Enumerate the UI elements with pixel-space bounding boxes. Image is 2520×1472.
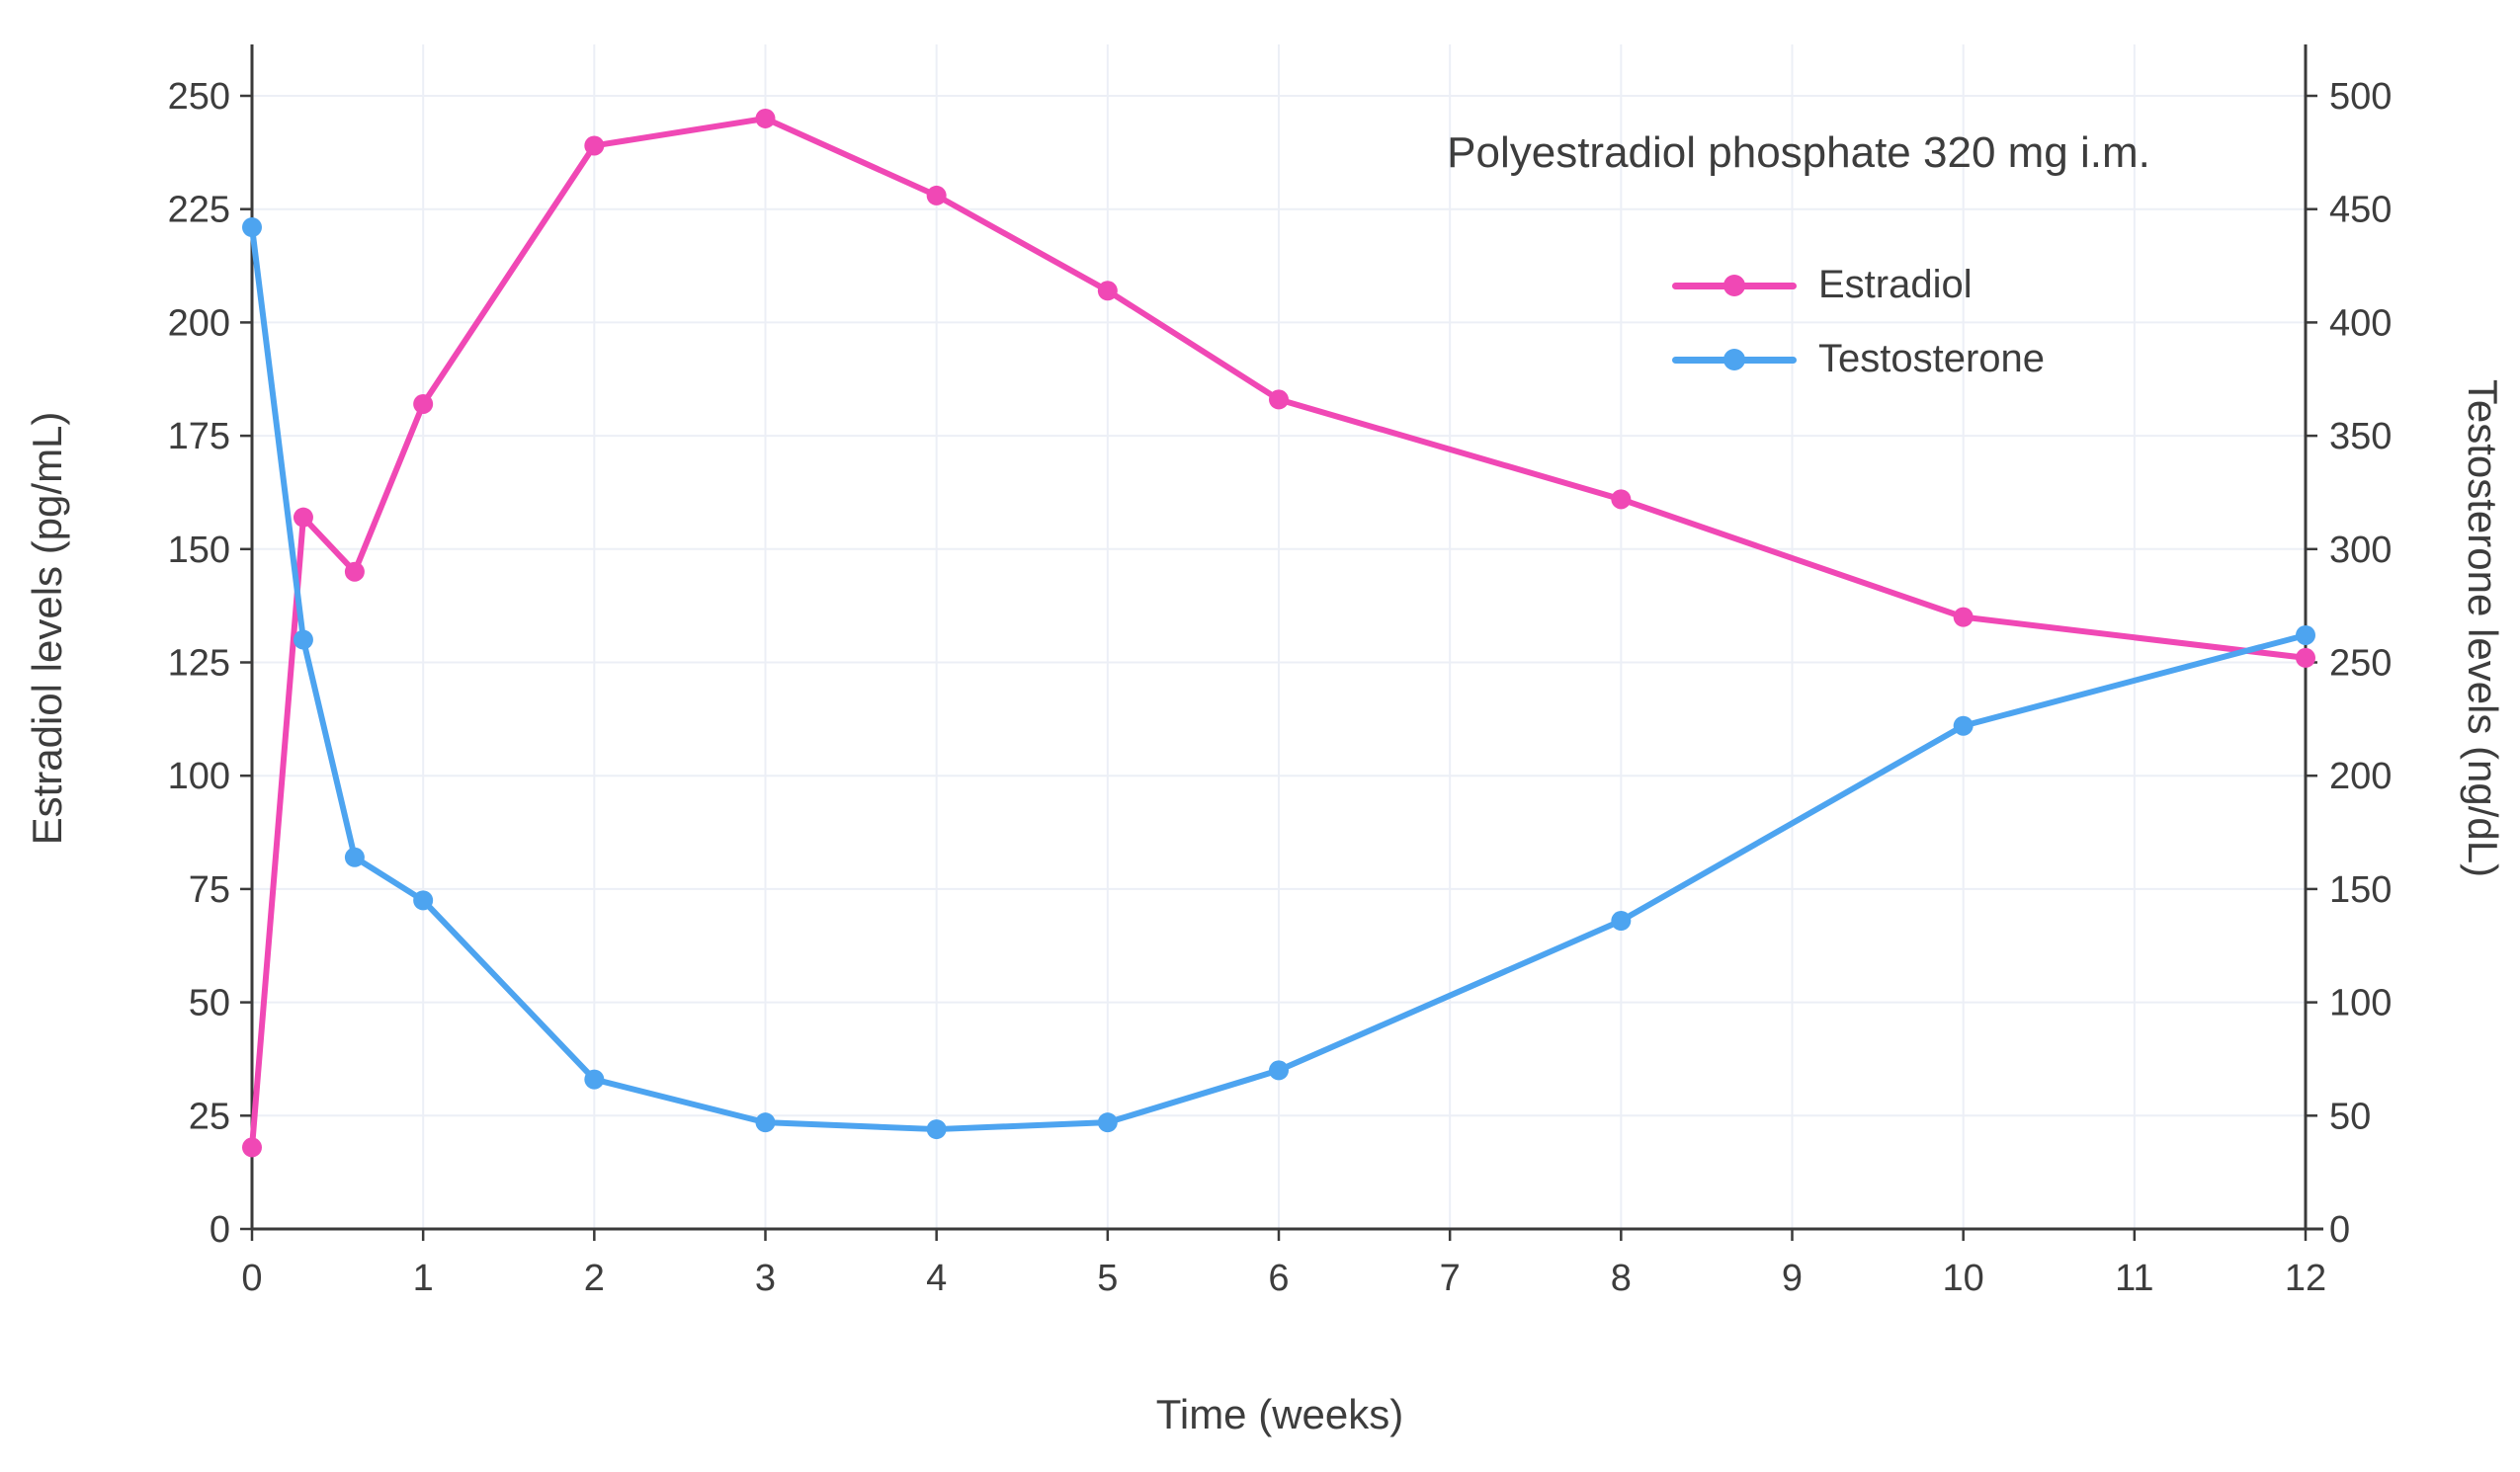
svg-text:9: 9 [1782, 1258, 1803, 1299]
svg-text:150: 150 [2329, 869, 2392, 911]
svg-text:6: 6 [1268, 1258, 1289, 1299]
svg-text:4: 4 [926, 1258, 947, 1299]
svg-text:300: 300 [2329, 530, 2392, 571]
data-point [926, 1119, 947, 1140]
svg-text:250: 250 [2329, 643, 2392, 685]
svg-text:11: 11 [2115, 1258, 2153, 1299]
data-point [1611, 489, 1632, 510]
svg-text:450: 450 [2329, 190, 2392, 231]
data-point [242, 1137, 262, 1158]
svg-text:500: 500 [2329, 76, 2392, 118]
data-point [293, 507, 313, 528]
y-axis-title-left: Estradiol levels (pg/mL) [24, 411, 70, 846]
data-point [242, 217, 262, 238]
svg-text:400: 400 [2329, 302, 2392, 344]
svg-text:0: 0 [241, 1258, 262, 1299]
gridlines [251, 44, 2307, 1230]
right-y-tick-labels: 0 50 100 150 200 250 300 350 400 450 500 [2329, 76, 2392, 1251]
svg-text:50: 50 [189, 983, 230, 1024]
svg-text:10: 10 [1943, 1258, 1984, 1299]
data-point [584, 135, 605, 156]
svg-text:0: 0 [2329, 1209, 2350, 1251]
data-point [344, 561, 365, 582]
data-point [1953, 715, 1974, 736]
data-point [2296, 647, 2315, 668]
data-point [413, 890, 434, 911]
annotation-text: Polyestradiol phosphate 320 mg i.m. [1447, 128, 2150, 177]
svg-text:7: 7 [1440, 1258, 1461, 1299]
data-point [2296, 624, 2315, 645]
svg-text:50: 50 [2329, 1096, 2371, 1137]
svg-text:100: 100 [2329, 983, 2392, 1024]
testosterone-swatch-icon [1672, 340, 1797, 379]
data-point [293, 629, 313, 650]
legend-label-testosterone: Testosterone [1818, 337, 2046, 380]
svg-text:75: 75 [189, 869, 230, 911]
svg-text:5: 5 [1097, 1258, 1118, 1299]
y-axis-title-right: Testosterone levels (ng/dL) [2460, 378, 2506, 878]
legend-label-estradiol: Estradiol [1818, 263, 1973, 306]
legend: Estradiol Testosterone [1672, 263, 2045, 381]
svg-text:175: 175 [168, 416, 230, 457]
data-point [344, 847, 365, 867]
svg-text:2: 2 [584, 1258, 605, 1299]
data-point [1611, 911, 1632, 932]
data-point [926, 185, 947, 205]
series-testosterone [242, 217, 2315, 1140]
svg-text:200: 200 [2329, 756, 2392, 797]
x-tick-labels: 0 1 2 3 4 5 6 7 8 9 10 11 12 [241, 1258, 2326, 1299]
legend-item-estradiol[interactable]: Estradiol [1672, 263, 2045, 307]
svg-text:8: 8 [1611, 1258, 1632, 1299]
data-point [1953, 607, 1974, 627]
data-point [413, 393, 434, 414]
data-point [1269, 1060, 1289, 1081]
svg-text:3: 3 [755, 1258, 776, 1299]
left-y-tick-labels: 0 25 50 75 100 125 150 175 200 225 250 [168, 76, 230, 1251]
data-point [1269, 389, 1289, 410]
data-point [755, 1112, 776, 1133]
svg-text:1: 1 [413, 1258, 434, 1299]
svg-text:250: 250 [168, 76, 230, 118]
axis-lines [250, 44, 2323, 1231]
svg-text:25: 25 [189, 1096, 230, 1137]
estradiol-swatch-icon [1672, 266, 1797, 305]
data-point [1097, 1112, 1118, 1133]
svg-text:200: 200 [168, 302, 230, 344]
data-point [1097, 281, 1118, 301]
svg-text:350: 350 [2329, 416, 2392, 457]
series-estradiol [242, 108, 2315, 1158]
legend-item-testosterone[interactable]: Testosterone [1672, 337, 2045, 381]
svg-text:225: 225 [168, 190, 230, 231]
svg-text:100: 100 [168, 756, 230, 797]
svg-text:12: 12 [2285, 1258, 2326, 1299]
svg-text:150: 150 [168, 530, 230, 571]
svg-text:0: 0 [210, 1209, 230, 1251]
data-point [755, 108, 776, 128]
x-axis-title: Time (weeks) [1155, 1391, 1404, 1437]
svg-text:125: 125 [168, 643, 230, 685]
tick-marks [240, 94, 2317, 1241]
data-point [584, 1069, 605, 1090]
